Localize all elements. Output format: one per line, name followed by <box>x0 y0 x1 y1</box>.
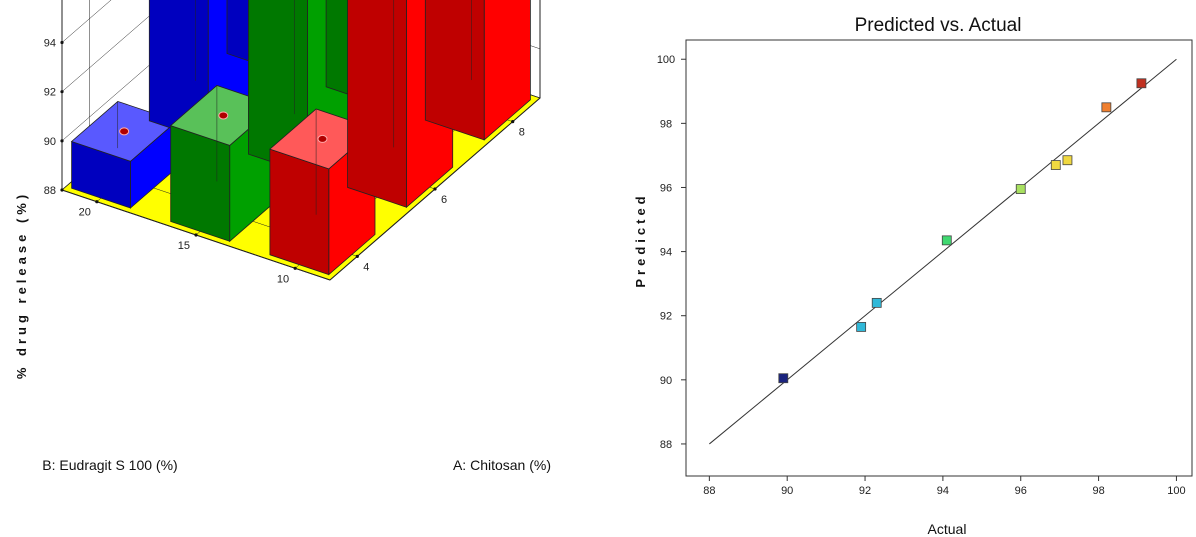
back-wall-gridline <box>61 0 112 43</box>
bar3d-bars <box>70 0 531 276</box>
bar-design-point <box>119 127 130 136</box>
pva-x-tick-label: 100 <box>1167 485 1185 497</box>
x-tick-mark <box>511 120 515 124</box>
pva-point <box>1062 155 1073 166</box>
bar-side-face <box>347 0 407 208</box>
x-tick-label: 6 <box>441 194 447 206</box>
z-tick-label: 90 <box>44 136 56 148</box>
bar-a4-b20 <box>70 100 178 209</box>
pva-chart-title: Predicted vs. Actual <box>855 15 1022 36</box>
pva-y-axis-title: Predicted <box>633 192 648 287</box>
pva-diagonal-line <box>709 58 1177 445</box>
pva-y-tick-label: 98 <box>660 118 672 130</box>
pva-point <box>871 297 882 308</box>
pva-x-tick-label: 90 <box>781 485 793 497</box>
z-tick-label: 88 <box>44 185 56 197</box>
bar-a8-b10 <box>424 0 531 141</box>
pva-y-tick-label: 92 <box>660 311 672 323</box>
bar3d-chart: 889092949698100468101520 % drug release … <box>14 0 551 473</box>
z-tick-label: 92 <box>44 87 56 99</box>
pva-point <box>856 322 867 332</box>
pva-reference-line <box>709 58 1177 445</box>
bar-side-face <box>170 125 231 242</box>
pva-x-tick-label: 92 <box>859 485 871 497</box>
bar-front-face <box>483 0 531 141</box>
predicted-vs-actual-chart: Predicted vs. Actual 88 90 92 94 96 98 100 88 9… <box>633 15 1193 537</box>
z-tick-mark <box>60 139 64 143</box>
z-tick-mark <box>60 90 64 94</box>
z-tick-mark <box>60 188 64 192</box>
x-tick-label: 4 <box>363 261 369 273</box>
pva-x-axis-title: Actual <box>928 521 967 537</box>
pva-x-tick-label: 98 <box>1092 485 1104 497</box>
pva-y-tick-label: 96 <box>660 182 672 194</box>
y-tick-label: 10 <box>277 273 289 285</box>
pva-point <box>1050 160 1061 170</box>
y-tick-label: 20 <box>79 207 91 219</box>
pva-y-tick-label: 100 <box>657 54 675 66</box>
bar3d-tick-labels: 889092949698100468101520 <box>44 0 525 285</box>
bar3d-z-axis-title: % drug release (%) <box>14 191 29 379</box>
pva-point <box>1101 102 1112 113</box>
pva-y-ticks: 88 90 92 94 96 98 100 <box>657 54 686 451</box>
pva-point <box>1136 78 1147 89</box>
pva-y-tick-label: 88 <box>660 439 672 451</box>
pva-x-tick-label: 88 <box>703 485 715 497</box>
bar3d-x-axis-title: A: Chitosan (%) <box>453 457 551 473</box>
pva-points <box>778 78 1147 384</box>
pva-plot-frame <box>685 39 1193 477</box>
y-tick-mark <box>293 266 297 270</box>
pva-point <box>778 373 789 384</box>
pva-point <box>941 235 952 246</box>
bar-side-face <box>424 0 485 141</box>
bar3d-y-axis-title: B: Eudragit S 100 (%) <box>42 457 177 473</box>
pva-point <box>1015 184 1026 194</box>
bar-side-face <box>269 148 330 276</box>
z-tick-label: 94 <box>44 38 56 50</box>
z-tick-mark <box>60 40 64 45</box>
pva-x-tick-label: 96 <box>1015 485 1027 497</box>
y-tick-mark <box>95 200 99 204</box>
y-tick-mark <box>194 233 198 237</box>
pva-plot-border <box>685 39 1193 477</box>
y-tick-label: 15 <box>178 240 190 252</box>
bar-design-point <box>317 134 328 143</box>
x-tick-mark <box>355 254 359 258</box>
x-tick-label: 8 <box>519 127 525 139</box>
bar-design-point <box>218 111 229 120</box>
pva-x-ticks: 88 90 92 94 96 98 100 <box>703 476 1186 497</box>
x-tick-mark <box>433 187 437 191</box>
pva-x-tick-label: 94 <box>937 485 949 497</box>
pva-y-tick-label: 94 <box>660 247 672 259</box>
pva-y-tick-label: 90 <box>660 375 672 387</box>
